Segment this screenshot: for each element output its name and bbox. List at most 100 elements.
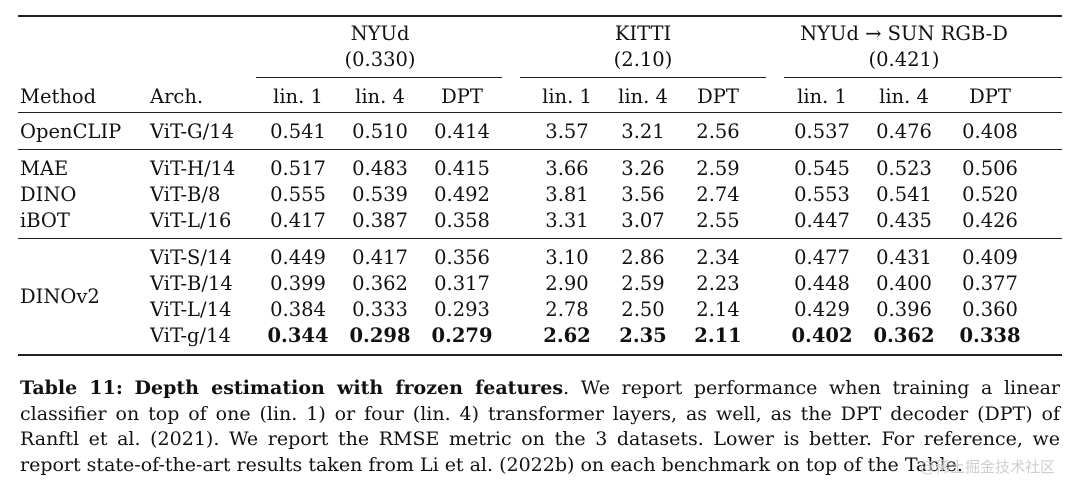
group-reference: (2.10) — [613, 48, 673, 71]
value-cell: 3.10 — [545, 246, 589, 269]
value-cell: 3.66 — [545, 157, 589, 180]
value-cell: 0.417 — [352, 246, 408, 269]
value-cell: 3.31 — [545, 209, 589, 232]
value-cell: 0.417 — [270, 209, 326, 232]
value-cell: 2.62 — [543, 324, 591, 347]
value-cell: 0.537 — [794, 120, 850, 143]
value-cell: 3.26 — [621, 157, 665, 180]
value-cell: 0.396 — [876, 298, 932, 321]
value-cell: 0.409 — [962, 246, 1018, 269]
value-cell: 0.317 — [434, 272, 490, 295]
method-cell: iBOT — [20, 209, 70, 232]
column-header: lin. 1 — [542, 85, 592, 108]
arch-cell: ViT-g/14 — [150, 324, 231, 347]
value-cell: 0.476 — [876, 120, 932, 143]
value-cell: 2.55 — [696, 209, 740, 232]
value-cell: 0.449 — [270, 246, 326, 269]
value-cell: 2.14 — [696, 298, 740, 321]
column-header: lin. 1 — [797, 85, 847, 108]
value-cell: 0.377 — [962, 272, 1018, 295]
column-header: DPT — [441, 85, 483, 108]
column-header: DPT — [697, 85, 739, 108]
table-bottom-rule — [18, 354, 1062, 356]
arch-cell: ViT-L/16 — [150, 209, 232, 232]
group-separator — [18, 238, 1062, 239]
value-cell: 0.402 — [791, 324, 853, 347]
column-header: lin. 4 — [355, 85, 405, 108]
method-cell: MAE — [20, 157, 69, 180]
value-cell: 0.483 — [352, 157, 408, 180]
value-cell: 2.35 — [619, 324, 667, 347]
value-cell: 0.539 — [352, 183, 408, 206]
value-cell: 0.429 — [794, 298, 850, 321]
value-cell: 3.56 — [621, 183, 665, 206]
value-cell: 3.07 — [621, 209, 665, 232]
caption-line-4: report state-of-the-art results taken fr… — [20, 453, 963, 476]
value-cell: 0.448 — [794, 272, 850, 295]
value-cell: 0.553 — [794, 183, 850, 206]
value-cell: 2.86 — [621, 246, 665, 269]
arch-cell: ViT-L/14 — [150, 298, 232, 321]
arch-cell: ViT-S/14 — [150, 246, 232, 269]
group-rule-kitti — [520, 77, 766, 78]
caption-title: Depth estimation with frozen features — [134, 377, 564, 399]
group-reference: (0.421) — [868, 48, 940, 71]
value-cell: 3.57 — [545, 120, 589, 143]
column-header: lin. 4 — [618, 85, 668, 108]
table-top-rule — [18, 15, 1062, 17]
value-cell: 3.21 — [621, 120, 665, 143]
value-cell: 0.400 — [876, 272, 932, 295]
method-cell: DINO — [20, 183, 77, 206]
value-cell: 2.90 — [545, 272, 589, 295]
column-header: lin. 1 — [273, 85, 323, 108]
value-cell: 0.362 — [352, 272, 408, 295]
value-cell: 0.333 — [352, 298, 408, 321]
value-cell: 0.360 — [962, 298, 1018, 321]
value-cell: 0.298 — [349, 324, 411, 347]
table-caption: Table 11: Depth estimation with frozen f… — [20, 376, 1060, 478]
watermark: @稀土掘金技术社区 — [920, 458, 1056, 476]
value-cell: 0.447 — [794, 209, 850, 232]
value-cell: 2.59 — [621, 272, 665, 295]
value-cell: 0.506 — [962, 157, 1018, 180]
value-cell: 0.435 — [876, 209, 932, 232]
arch-cell: ViT-H/14 — [150, 157, 236, 180]
value-cell: 0.415 — [434, 157, 490, 180]
value-cell: 0.293 — [434, 298, 490, 321]
value-cell: 0.408 — [962, 120, 1018, 143]
group-rule-sun — [784, 77, 1062, 78]
arch-cell: ViT-B/8 — [150, 183, 221, 206]
value-cell: 0.399 — [270, 272, 326, 295]
group-rule-nyud — [256, 77, 502, 78]
value-cell: 0.523 — [876, 157, 932, 180]
value-cell: 0.414 — [434, 120, 490, 143]
group-header: NYUd — [350, 22, 410, 45]
value-cell: 2.56 — [696, 120, 740, 143]
value-cell: 0.520 — [962, 183, 1018, 206]
value-cell: 3.81 — [545, 183, 589, 206]
value-cell: 0.358 — [434, 209, 490, 232]
caption-line-3: Ranftl et al. (2021). We report the RMSE… — [20, 428, 1060, 450]
column-header-arch: Arch. — [150, 85, 204, 108]
value-cell: 0.492 — [434, 183, 490, 206]
method-cell: DINOv2 — [20, 285, 100, 308]
value-cell: 0.555 — [270, 183, 326, 206]
value-cell: 0.344 — [267, 324, 329, 347]
value-cell: 0.477 — [794, 246, 850, 269]
value-cell: 0.362 — [873, 324, 935, 347]
group-header: KITTI — [614, 22, 672, 45]
method-cell: OpenCLIP — [20, 120, 122, 143]
value-cell: 0.338 — [959, 324, 1021, 347]
value-cell: 2.78 — [545, 298, 589, 321]
value-cell: 0.541 — [270, 120, 326, 143]
column-header: lin. 4 — [879, 85, 929, 108]
value-cell: 0.426 — [962, 209, 1018, 232]
value-cell: 2.34 — [696, 246, 740, 269]
value-cell: 2.11 — [694, 324, 742, 347]
value-cell: 2.59 — [696, 157, 740, 180]
value-cell: 0.279 — [431, 324, 493, 347]
value-cell: 2.50 — [621, 298, 665, 321]
caption-line-2: classifier on top of one (lin. 1) or fou… — [20, 402, 1060, 425]
caption-line-1: . We report performance when training a … — [563, 377, 1060, 399]
header-rule — [18, 112, 1062, 113]
